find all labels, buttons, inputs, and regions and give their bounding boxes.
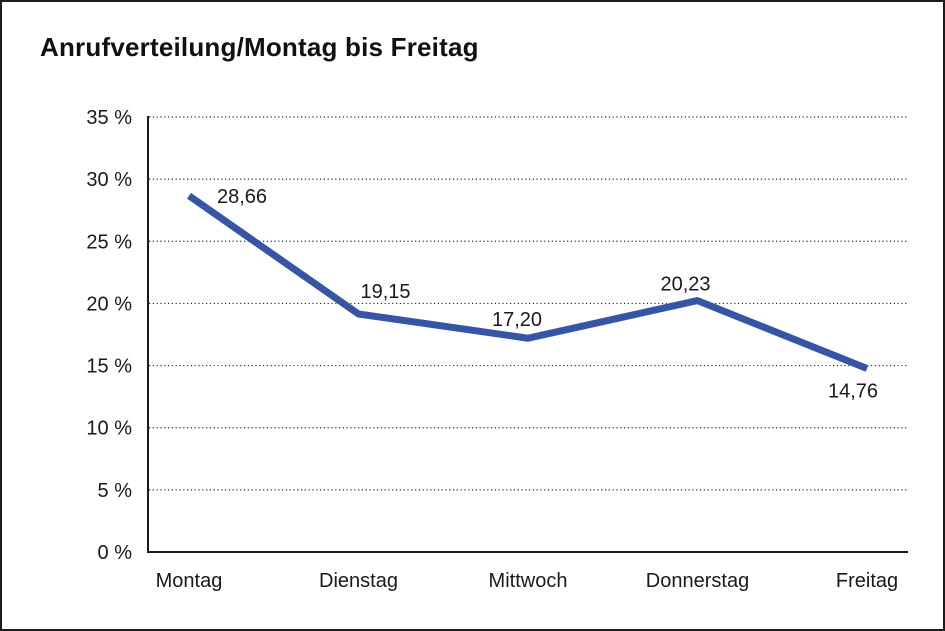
data-point-label: 14,76 [828,381,878,403]
y-axis-tick-label: 20 % [86,293,132,315]
x-axis-category-label: Dienstag [319,570,398,592]
data-point-label: 19,15 [360,281,410,303]
y-axis-tick-label: 35 % [86,107,132,129]
x-axis-category-label: Montag [156,570,223,592]
y-axis-tick-label: 0 % [98,542,133,564]
y-axis-tick-label: 15 % [86,356,132,378]
y-axis-tick-label: 30 % [86,169,132,191]
x-axis-category-label: Donnerstag [646,570,749,592]
data-point-label: 28,66 [217,186,267,208]
data-point-label: 20,23 [660,274,710,296]
x-axis-category-label: Mittwoch [489,570,568,592]
data-point-label: 17,20 [492,309,542,331]
y-axis-tick-label: 5 % [98,480,133,502]
chart-title: Anrufverteilung/Montag bis Freitag [40,32,479,62]
x-axis-category-label: Freitag [836,570,898,592]
y-axis-tick-label: 25 % [86,231,132,253]
data-series-line [186,192,869,372]
y-axis-tick-label: 10 % [86,418,132,440]
